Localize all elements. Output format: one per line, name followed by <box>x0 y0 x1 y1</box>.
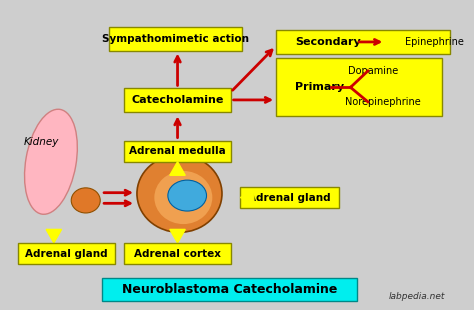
FancyBboxPatch shape <box>240 187 339 208</box>
Polygon shape <box>170 229 185 243</box>
Text: Norepinephrine: Norepinephrine <box>345 97 420 107</box>
Polygon shape <box>46 229 62 243</box>
FancyBboxPatch shape <box>18 243 115 264</box>
Text: labpedia.net: labpedia.net <box>389 292 445 301</box>
Text: Catecholamine: Catecholamine <box>131 95 224 105</box>
Ellipse shape <box>168 180 207 211</box>
FancyBboxPatch shape <box>276 58 442 116</box>
Text: Kidney: Kidney <box>24 137 59 148</box>
Ellipse shape <box>137 155 222 232</box>
Text: Sympathomimetic action: Sympathomimetic action <box>102 34 249 44</box>
Text: Primary: Primary <box>295 82 345 92</box>
Text: Adrenal gland: Adrenal gland <box>25 249 108 259</box>
FancyBboxPatch shape <box>124 88 231 112</box>
Ellipse shape <box>155 171 212 224</box>
FancyBboxPatch shape <box>124 243 231 264</box>
FancyBboxPatch shape <box>124 140 231 162</box>
Ellipse shape <box>25 109 77 214</box>
Polygon shape <box>240 192 254 203</box>
Text: Adrenal cortex: Adrenal cortex <box>134 249 221 259</box>
Text: Neuroblastoma Catecholamine: Neuroblastoma Catecholamine <box>122 283 337 296</box>
Ellipse shape <box>71 188 100 213</box>
FancyBboxPatch shape <box>109 28 242 51</box>
Text: Adrenal medulla: Adrenal medulla <box>129 146 226 156</box>
Text: Adrenal gland: Adrenal gland <box>248 193 331 202</box>
Polygon shape <box>170 162 185 175</box>
Text: Dopamine: Dopamine <box>347 66 398 76</box>
Text: Epinephrine: Epinephrine <box>405 37 464 47</box>
Text: Secondary: Secondary <box>295 37 361 47</box>
FancyBboxPatch shape <box>276 30 450 54</box>
FancyBboxPatch shape <box>102 278 357 301</box>
